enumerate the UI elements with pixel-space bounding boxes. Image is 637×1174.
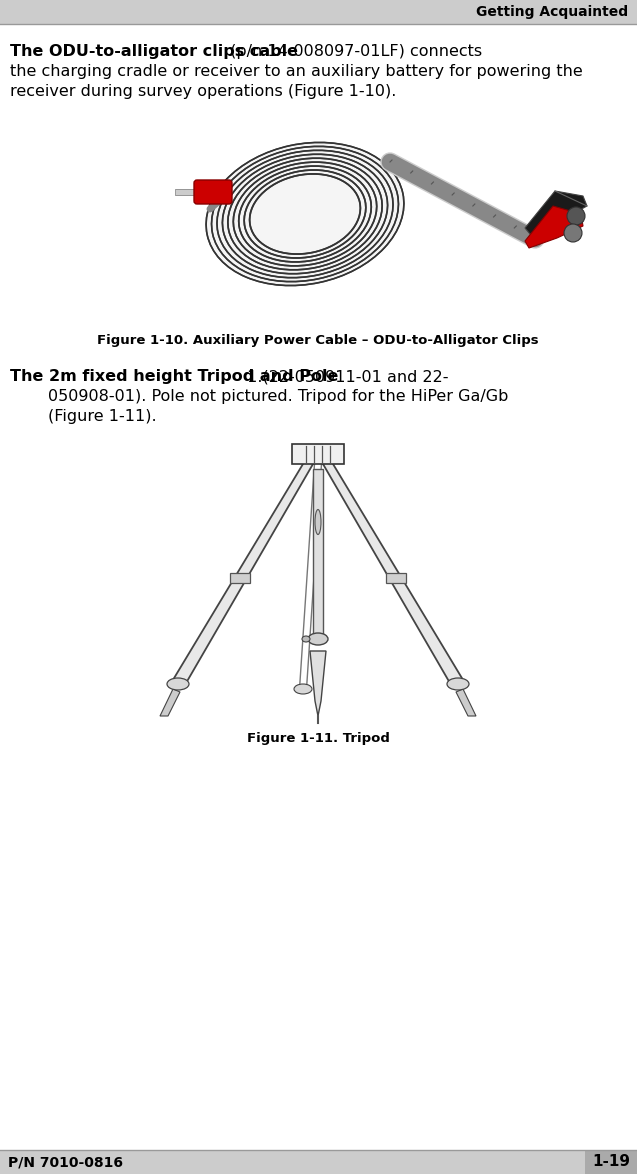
- Bar: [175, 189, 197, 195]
- Polygon shape: [525, 191, 587, 234]
- Text: Figure 1-11. Tripod: Figure 1-11. Tripod: [247, 733, 389, 745]
- Polygon shape: [456, 689, 476, 716]
- Polygon shape: [323, 464, 466, 684]
- Ellipse shape: [447, 679, 469, 690]
- Bar: [0, 0, 637, 23]
- Bar: [292, 444, 344, 464]
- Bar: [585, 1151, 637, 1174]
- Polygon shape: [310, 652, 326, 716]
- Ellipse shape: [206, 142, 404, 285]
- Polygon shape: [171, 464, 313, 684]
- Text: The ODU-to-alligator clips cable: The ODU-to-alligator clips cable: [10, 43, 298, 59]
- Ellipse shape: [564, 224, 582, 242]
- Text: Getting Acquainted: Getting Acquainted: [476, 5, 628, 19]
- Text: (Figure 1-11).: (Figure 1-11).: [48, 409, 157, 424]
- Text: the charging cradle or receiver to an auxiliary battery for powering the: the charging cradle or receiver to an au…: [10, 65, 583, 79]
- Text: 1-19: 1-19: [592, 1154, 630, 1169]
- Bar: [0, 1151, 637, 1174]
- Polygon shape: [525, 205, 583, 248]
- Text: The 2m fixed height Tripod and Pole: The 2m fixed height Tripod and Pole: [10, 369, 338, 384]
- Ellipse shape: [567, 207, 585, 225]
- Text: P/N 7010-0816: P/N 7010-0816: [8, 1155, 123, 1169]
- Text: receiver during survey operations (Figure 1-10).: receiver during survey operations (Figur…: [10, 85, 396, 99]
- Text: 050908-01). Pole not pictured. Tripod for the HiPer Ga/Gb: 050908-01). Pole not pictured. Tripod fo…: [48, 389, 508, 404]
- Ellipse shape: [167, 679, 189, 690]
- Ellipse shape: [308, 633, 328, 645]
- FancyBboxPatch shape: [194, 180, 232, 204]
- Text: Figure 1-10. Auxiliary Power Cable – ODU-to-Alligator Clips: Figure 1-10. Auxiliary Power Cable – ODU…: [97, 333, 539, 348]
- Polygon shape: [160, 689, 180, 716]
- Ellipse shape: [302, 636, 310, 642]
- Ellipse shape: [294, 684, 312, 694]
- Ellipse shape: [315, 510, 321, 534]
- Text: (p/n 14-008097-01LF) connects: (p/n 14-008097-01LF) connects: [225, 43, 482, 59]
- Text: 1.(22-050911-01 and 22-: 1.(22-050911-01 and 22-: [242, 369, 448, 384]
- Bar: [231, 573, 250, 583]
- Bar: [313, 468, 323, 634]
- Bar: [385, 573, 406, 583]
